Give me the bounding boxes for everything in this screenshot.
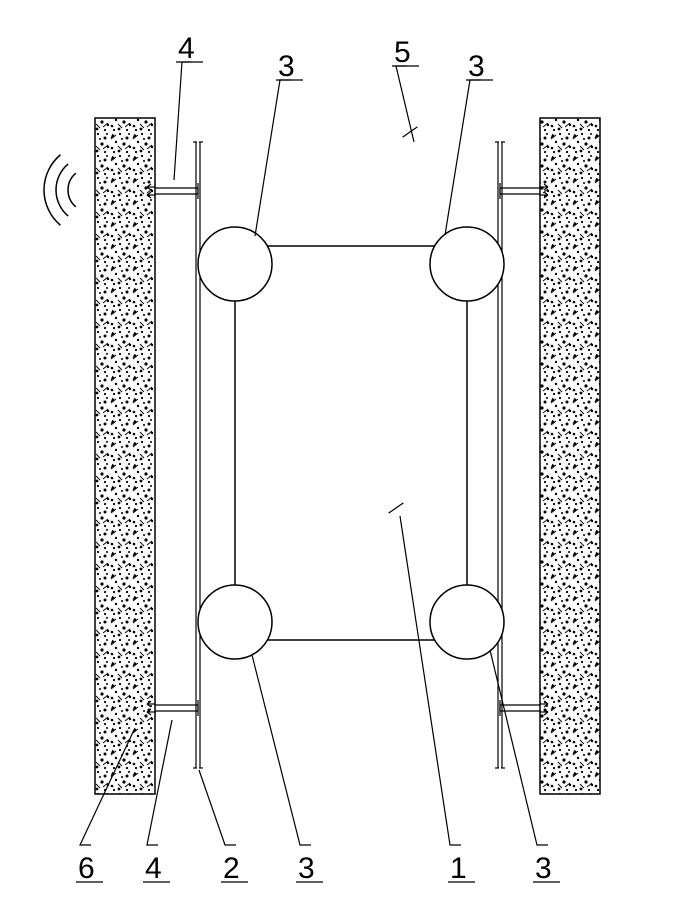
wall-left bbox=[95, 118, 155, 794]
leader-2_bot bbox=[199, 770, 236, 845]
leader-5_top bbox=[396, 66, 414, 142]
wall-right bbox=[540, 118, 600, 794]
leader-3_bl bbox=[252, 655, 311, 845]
label-text-2_bot: 2 bbox=[223, 852, 240, 885]
label-3_tr: 3 bbox=[466, 50, 493, 83]
rail-right bbox=[495, 142, 505, 768]
wheel-2 bbox=[198, 585, 272, 659]
label-2_bot: 2 bbox=[221, 852, 248, 885]
label-text-1_bot: 1 bbox=[450, 852, 467, 885]
label-5_top: 5 bbox=[392, 36, 419, 69]
sound-arc-2 bbox=[44, 155, 60, 225]
sound-arc-1 bbox=[56, 164, 68, 216]
diagram-canvas: 4 3 5 3 6 4 2 3 1 3 bbox=[0, 0, 693, 917]
label-3_bl: 3 bbox=[296, 852, 323, 885]
label-1_bot: 1 bbox=[448, 852, 475, 885]
label-text-3_tr: 3 bbox=[468, 50, 485, 83]
tick-region-5 bbox=[403, 127, 418, 137]
sound-arc-0 bbox=[68, 173, 76, 207]
label-3_tl: 3 bbox=[276, 50, 303, 83]
leader-4_top bbox=[174, 62, 191, 180]
wheel-1 bbox=[430, 227, 504, 301]
wheel-0 bbox=[198, 227, 272, 301]
label-text-5_top: 5 bbox=[394, 36, 411, 69]
wheel-3 bbox=[430, 585, 504, 659]
label-text-6_bot: 6 bbox=[78, 852, 95, 885]
label-text-4_top: 4 bbox=[178, 32, 195, 65]
label-text-3_br: 3 bbox=[535, 852, 552, 885]
label-text-3_bl: 3 bbox=[298, 852, 315, 885]
label-4_top: 4 bbox=[176, 32, 203, 65]
carriage-body bbox=[235, 246, 467, 640]
leader-3_tl bbox=[255, 80, 291, 236]
leader-3_tr bbox=[445, 80, 481, 235]
rail-left bbox=[193, 142, 203, 768]
label-text-4_bot: 4 bbox=[145, 852, 162, 885]
label-6_bot: 6 bbox=[76, 852, 103, 885]
label-4_bot: 4 bbox=[143, 852, 170, 885]
label-3_br: 3 bbox=[533, 852, 560, 885]
label-text-3_tl: 3 bbox=[278, 50, 295, 83]
